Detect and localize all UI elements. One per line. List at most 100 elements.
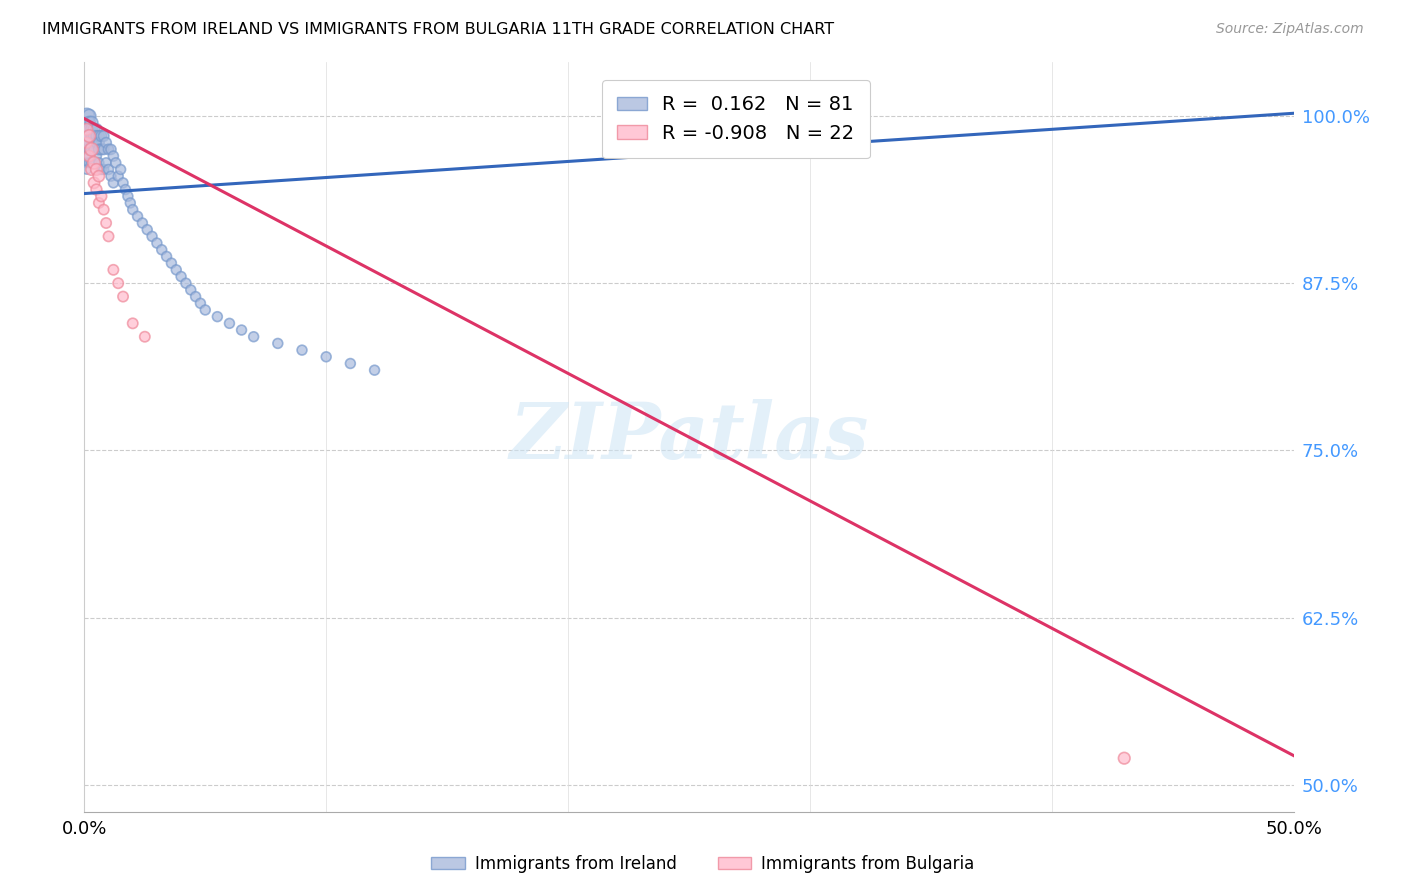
Point: [190, 296, 212, 310]
Point: [77, 149, 100, 163]
Point: [90, 128, 112, 143]
Point: [90, 162, 112, 177]
Point: [86, 149, 108, 163]
Point: [90, 189, 112, 203]
Point: [87, 128, 110, 143]
Legend: R =  0.162   N = 81, R = -0.908   N = 22: R = 0.162 N = 81, R = -0.908 N = 22: [602, 79, 870, 159]
Point: [80, 156, 103, 170]
Point: [87, 156, 110, 170]
Point: [112, 176, 135, 190]
Point: [80, 122, 103, 136]
Point: [231, 323, 253, 337]
Text: ZIPatlas: ZIPatlas: [509, 399, 869, 475]
Point: [94, 216, 117, 230]
Point: [103, 176, 125, 190]
Point: [194, 303, 217, 318]
Point: [87, 136, 110, 150]
Point: [146, 235, 169, 250]
Point: [131, 216, 153, 230]
Point: [94, 136, 117, 150]
Point: [83, 176, 105, 190]
Point: [97, 229, 120, 244]
Point: [107, 169, 129, 184]
Point: [97, 162, 120, 177]
Point: [100, 169, 122, 184]
Point: [291, 343, 314, 358]
Point: [77, 143, 100, 157]
Point: [83, 143, 105, 157]
Point: [80, 116, 103, 130]
Point: [100, 143, 122, 157]
Point: [76, 122, 98, 136]
Point: [97, 143, 120, 157]
Point: [150, 243, 173, 257]
Point: [77, 156, 100, 170]
Point: [180, 283, 202, 297]
Point: [218, 317, 240, 331]
Point: [315, 350, 337, 364]
Point: [170, 269, 193, 284]
Point: [104, 156, 127, 170]
Point: [141, 229, 163, 244]
Point: [93, 202, 115, 217]
Point: [83, 156, 105, 170]
Point: [120, 196, 142, 211]
Point: [77, 128, 100, 143]
Point: [94, 156, 117, 170]
Point: [93, 162, 115, 177]
Point: [76, 136, 98, 150]
Point: [76, 162, 98, 177]
Point: [110, 162, 132, 177]
Point: [80, 128, 103, 143]
Point: [76, 143, 98, 157]
Point: [174, 277, 197, 291]
Legend: Immigrants from Ireland, Immigrants from Bulgaria: Immigrants from Ireland, Immigrants from…: [425, 848, 981, 880]
Point: [90, 143, 112, 157]
Text: IMMIGRANTS FROM IRELAND VS IMMIGRANTS FROM BULGARIA 11TH GRADE CORRELATION CHART: IMMIGRANTS FROM IRELAND VS IMMIGRANTS FR…: [42, 22, 834, 37]
Point: [83, 156, 105, 170]
Point: [86, 183, 108, 197]
Point: [107, 277, 129, 291]
Point: [86, 128, 108, 143]
Point: [1114, 751, 1136, 765]
Point: [103, 149, 125, 163]
Point: [76, 136, 98, 150]
Point: [134, 330, 156, 344]
Point: [86, 162, 108, 177]
Point: [86, 136, 108, 150]
Point: [80, 143, 103, 157]
Point: [83, 136, 105, 150]
Point: [77, 109, 100, 123]
Point: [76, 149, 98, 163]
Point: [80, 136, 103, 150]
Point: [80, 143, 103, 157]
Point: [80, 162, 103, 177]
Text: Source: ZipAtlas.com: Source: ZipAtlas.com: [1216, 22, 1364, 37]
Point: [114, 183, 136, 197]
Point: [127, 209, 149, 223]
Point: [121, 317, 143, 331]
Point: [76, 122, 98, 136]
Point: [93, 143, 115, 157]
Point: [77, 122, 100, 136]
Point: [87, 169, 110, 184]
Point: [267, 336, 290, 351]
Point: [77, 136, 100, 150]
Point: [207, 310, 229, 324]
Point: [363, 363, 385, 377]
Point: [242, 330, 264, 344]
Point: [112, 290, 135, 304]
Point: [77, 128, 100, 143]
Point: [87, 143, 110, 157]
Point: [77, 149, 100, 163]
Point: [83, 122, 105, 136]
Point: [77, 116, 100, 130]
Point: [165, 262, 187, 277]
Point: [136, 223, 159, 237]
Point: [160, 256, 183, 270]
Point: [76, 109, 98, 123]
Point: [155, 250, 177, 264]
Point: [86, 122, 108, 136]
Point: [93, 128, 115, 143]
Point: [121, 202, 143, 217]
